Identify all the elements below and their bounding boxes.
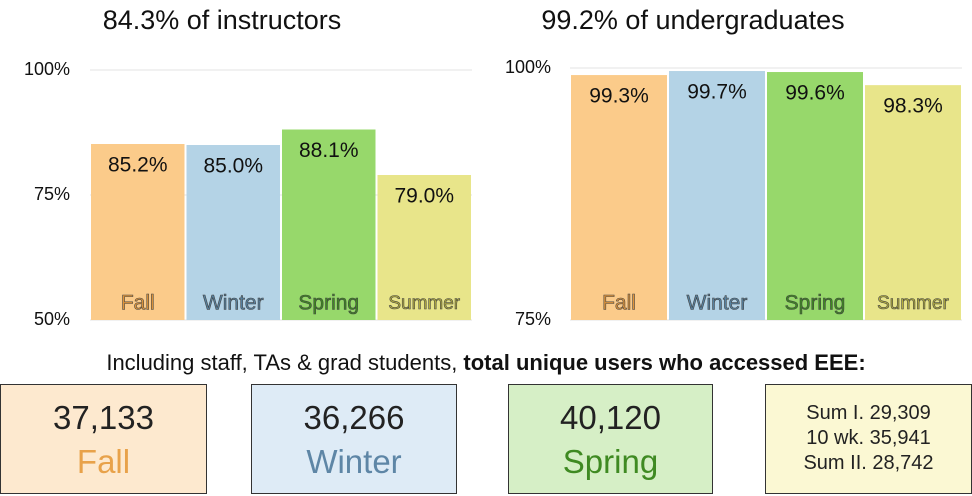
charts: 84.3% of instructors 50% 75% 100% 85.2% Fall 8… <box>24 5 962 329</box>
spring-box: 40,120 Spring <box>508 384 713 494</box>
value-label: 98.3% <box>883 95 943 118</box>
x-tick-label: Fall <box>121 292 155 315</box>
value-label: 79.0% <box>394 185 454 208</box>
summer-line: 10 wk. 35,941 <box>806 427 931 449</box>
chart-title: 84.3% of instructors <box>103 5 342 35</box>
count: 37,133 <box>53 399 154 436</box>
y-tick-label: 100% <box>24 59 70 79</box>
value-label: 99.7% <box>687 81 747 104</box>
summer-lines: Sum I. 29,309 10 wk. 35,941 Sum II. 28,7… <box>766 401 971 476</box>
term: Spring <box>562 443 659 480</box>
y-tick-label: 75% <box>515 309 551 329</box>
chart-title: 99.2% of undergraduates <box>541 5 844 35</box>
x-tick-label: Spring <box>785 292 846 315</box>
bar <box>571 75 667 320</box>
summer-box: Sum I. 29,309 10 wk. 35,941 Sum II. 28,7… <box>765 384 972 494</box>
value-label: 85.0% <box>203 155 263 178</box>
term: Fall <box>76 443 131 480</box>
caption-lead: Including staff, TAs & grad students, <box>106 350 464 375</box>
y-tick-label: 100% <box>505 57 551 77</box>
x-tick-label: Spring <box>298 292 359 315</box>
value-label: 99.6% <box>785 82 845 105</box>
x-tick-label: Fall <box>602 292 636 315</box>
bar <box>767 72 863 320</box>
bar <box>282 129 376 320</box>
caption: Including staff, TAs & grad students, to… <box>0 350 972 376</box>
x-tick-label: Summer <box>388 293 460 314</box>
x-tick-label: Winter <box>687 292 748 315</box>
caption-bold: total unique users who accessed EEE: <box>463 350 866 375</box>
x-tick-label: Summer <box>877 293 949 314</box>
bar <box>865 85 961 320</box>
bar <box>91 144 185 320</box>
bar <box>186 145 280 320</box>
value-label: 88.1% <box>299 139 359 162</box>
fall-box: 37,133 Fall <box>0 384 207 494</box>
winter-box: 36,266 Winter <box>251 384 457 494</box>
count: 36,266 <box>303 399 405 436</box>
value-label: 85.2% <box>108 154 168 177</box>
value-label: 99.3% <box>589 85 649 108</box>
y-tick-label: 50% <box>34 309 70 329</box>
bar <box>377 175 471 320</box>
count: 40,120 <box>560 399 661 436</box>
x-tick-label: Winter <box>203 292 264 315</box>
bar <box>669 71 765 320</box>
term: Winter <box>306 443 402 480</box>
summer-line: Sum I. 29,309 <box>806 402 931 424</box>
y-tick-label: 75% <box>34 184 70 204</box>
summer-line: Sum II. 28,742 <box>803 452 934 474</box>
